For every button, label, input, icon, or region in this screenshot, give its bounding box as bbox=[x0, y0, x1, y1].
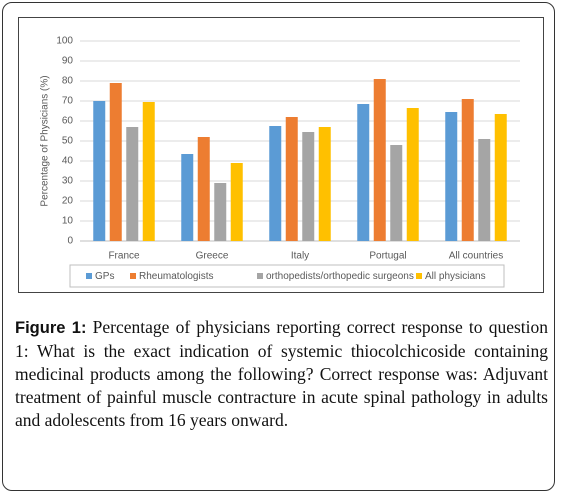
bar bbox=[494, 114, 507, 241]
bar bbox=[109, 83, 122, 241]
bar bbox=[461, 99, 474, 241]
bar bbox=[126, 127, 139, 241]
x-tick-label: Italy bbox=[291, 251, 309, 262]
y-tick-label: 100 bbox=[56, 36, 73, 47]
bar bbox=[478, 139, 491, 241]
legend-swatch bbox=[130, 273, 136, 279]
legend-box bbox=[69, 264, 505, 288]
y-tick-label: 20 bbox=[62, 196, 74, 207]
legend-swatch bbox=[416, 273, 422, 279]
bar bbox=[142, 102, 155, 241]
caption: Figure 1: Percentage of physicians repor… bbox=[15, 316, 548, 432]
bar bbox=[214, 183, 227, 241]
bar bbox=[445, 112, 458, 241]
legend-label: orthopedists/orthopedic surgeons bbox=[266, 271, 414, 282]
legend-swatch bbox=[86, 273, 92, 279]
chart-frame bbox=[18, 17, 544, 293]
legend-label: GPs bbox=[95, 271, 114, 282]
x-tick-label: Greece bbox=[196, 251, 229, 262]
y-tick-label: 10 bbox=[62, 216, 74, 227]
y-tick-label: 60 bbox=[62, 116, 74, 127]
x-tick-label: Portugal bbox=[369, 251, 406, 262]
bar bbox=[390, 145, 403, 241]
y-tick-label: 0 bbox=[67, 236, 73, 247]
caption-text: Percentage of physicians reporting corre… bbox=[15, 317, 548, 430]
bar bbox=[357, 104, 370, 241]
y-tick-label: 90 bbox=[62, 56, 74, 67]
bar bbox=[373, 79, 386, 241]
y-tick-label: 40 bbox=[62, 156, 74, 167]
legend-label: Rheumatologists bbox=[139, 271, 213, 282]
legend-label: All physicians bbox=[425, 271, 486, 282]
y-axis-title: Percentage of Physicians (%) bbox=[40, 75, 51, 206]
bar bbox=[93, 101, 106, 241]
bar bbox=[318, 127, 331, 241]
y-tick-label: 80 bbox=[62, 76, 74, 87]
bar bbox=[302, 132, 315, 241]
y-tick-label: 70 bbox=[62, 96, 74, 107]
x-tick-label: France bbox=[108, 251, 140, 262]
bar bbox=[269, 126, 282, 241]
bar bbox=[197, 137, 210, 241]
y-tick-label: 30 bbox=[62, 176, 74, 187]
figure-label: Figure 1: bbox=[15, 319, 87, 337]
bar bbox=[181, 154, 194, 241]
bar bbox=[230, 163, 243, 241]
y-tick-label: 50 bbox=[62, 136, 74, 147]
bar bbox=[406, 108, 419, 241]
figure-frame bbox=[2, 2, 555, 491]
legend-swatch bbox=[257, 273, 263, 279]
bar bbox=[285, 117, 298, 241]
x-tick-label: All countries bbox=[449, 251, 503, 262]
chart: Percentage of Physicians (%) 0 10 20 30 40 50… bbox=[40, 36, 520, 288]
